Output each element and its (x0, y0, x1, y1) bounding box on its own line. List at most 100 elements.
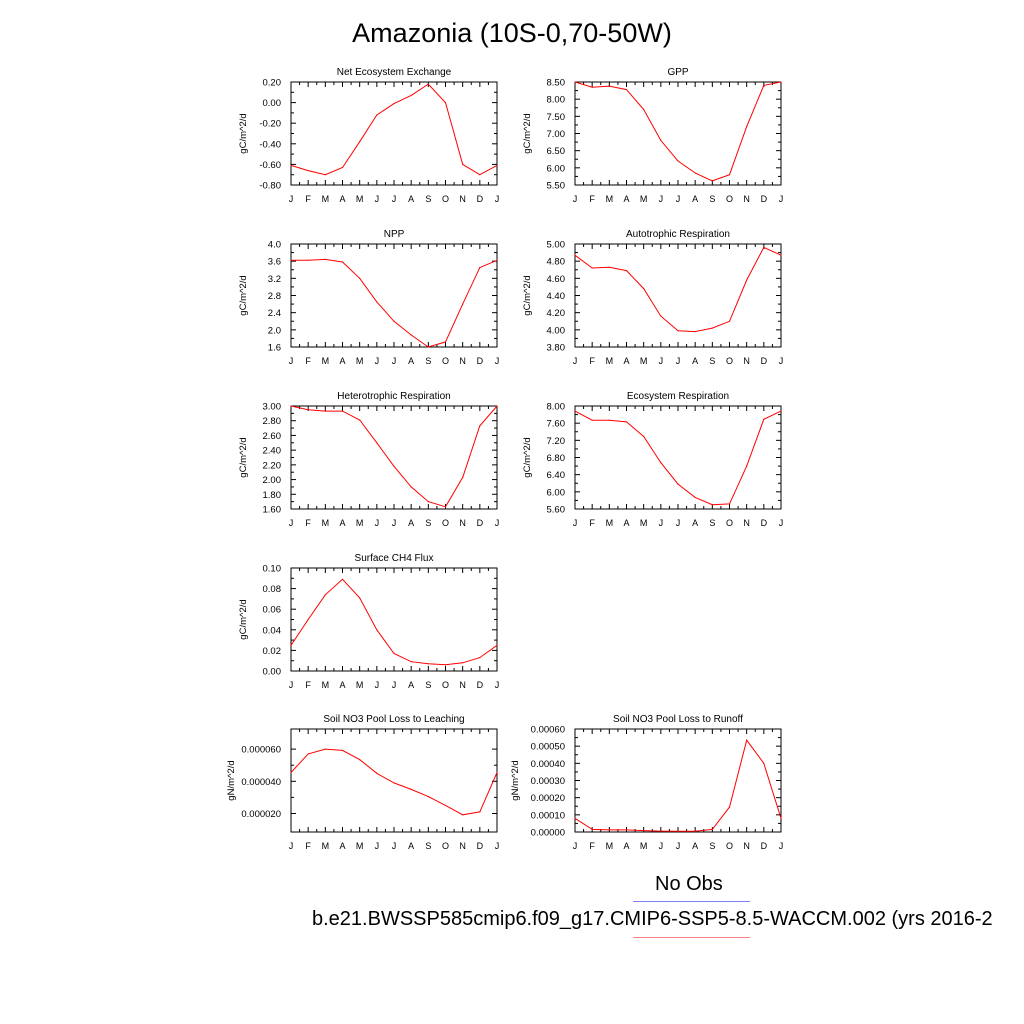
data-point (427, 346, 429, 348)
data-point (711, 327, 713, 329)
y-tick-label: 0.00020 (531, 793, 565, 804)
y-tick-label: 2.8 (268, 291, 281, 302)
x-tick-label: F (305, 194, 311, 204)
x-tick-label: A (339, 841, 345, 851)
data-point (728, 320, 731, 322)
data-point (307, 753, 309, 755)
data-point (290, 644, 292, 646)
y-axis-label: gN/m^2/d (226, 760, 237, 800)
y-tick-label: 7.60 (547, 419, 566, 430)
data-point (660, 462, 662, 464)
panel-title: Soil NO3 Pool Loss to Runoff (613, 714, 743, 725)
x-tick-label: A (339, 356, 345, 366)
x-tick-label: F (589, 518, 595, 528)
data-point (359, 597, 361, 599)
data-point (307, 169, 309, 172)
x-tick-label: A (623, 841, 629, 851)
data-point (780, 410, 782, 412)
legend-obs-label: No Obs (655, 873, 723, 895)
y-tick-label: 5.00 (547, 240, 566, 251)
x-tick-label: M (356, 356, 364, 366)
y-axis-label: gC/m^2/d (522, 437, 533, 477)
x-tick-label: J (375, 194, 380, 204)
data-point (643, 108, 645, 111)
data-point (444, 506, 447, 508)
x-tick-label: D (477, 518, 484, 528)
y-tick-label: -0.80 (259, 181, 281, 192)
x-tick-label: A (692, 356, 698, 366)
x-tick-label: J (573, 518, 578, 528)
data-point (574, 254, 576, 256)
series-line (290, 578, 498, 666)
x-tick-label: M (606, 194, 614, 204)
y-tick-label: -0.20 (259, 119, 281, 130)
x-tick-label: M (356, 680, 364, 690)
y-axis-label: gC/m^2/d (522, 275, 533, 315)
data-point (496, 644, 498, 646)
data-point (444, 341, 447, 343)
x-tick-label: J (289, 841, 294, 851)
x-tick-label: O (442, 518, 449, 528)
data-point (625, 829, 628, 831)
y-tick-label: 4.00 (547, 325, 566, 336)
panel-title: Surface CH4 Flux (355, 553, 434, 564)
data-point (591, 267, 593, 269)
series-line (574, 246, 782, 333)
x-tick-label: J (779, 194, 784, 204)
data-point (359, 758, 361, 761)
data-point (694, 172, 696, 174)
data-point (427, 83, 429, 85)
data-point (376, 772, 378, 774)
x-tick-label: N (459, 518, 466, 528)
data-point (341, 166, 344, 169)
x-tick-label: S (425, 680, 431, 690)
y-tick-label: 0.000060 (241, 745, 281, 756)
y-tick-label: 2.40 (263, 446, 282, 457)
y-axis-label: gC/m^2/d (522, 113, 533, 153)
data-point (410, 334, 412, 336)
x-tick-label: M (356, 194, 364, 204)
x-tick-label: M (606, 518, 614, 528)
panel-title: Autotrophic Respiration (626, 229, 730, 240)
x-tick-label: F (305, 356, 311, 366)
x-tick-label: O (442, 194, 449, 204)
x-tick-label: M (606, 841, 614, 851)
x-tick-label: J (676, 194, 681, 204)
x-tick-label: D (477, 841, 484, 851)
data-point (496, 771, 498, 774)
plot-frame (574, 243, 782, 348)
x-tick-label: J (659, 194, 664, 204)
data-point (462, 303, 464, 305)
x-tick-label: D (761, 518, 768, 528)
x-tick-label: A (408, 518, 414, 528)
y-tick-label: 0.000040 (241, 777, 281, 788)
x-tick-label: A (339, 680, 345, 690)
plot-frame (290, 567, 498, 672)
x-tick-label: M (322, 518, 330, 528)
x-tick-label: A (692, 841, 698, 851)
x-tick-label: J (676, 518, 681, 528)
data-point (608, 266, 610, 268)
y-tick-label: 0.04 (263, 625, 282, 636)
panel-title: Ecosystem Respiration (627, 391, 729, 402)
data-point (496, 164, 498, 167)
legend-model-label: b.e21.BWSSP585cmip6.f09_g17.CMIP6-SSP5-8… (312, 908, 993, 930)
y-tick-label: 0.00050 (531, 742, 565, 753)
x-tick-label: N (459, 194, 466, 204)
y-tick-label: 0.02 (263, 646, 282, 657)
data-point (393, 465, 395, 467)
x-tick-label: J (495, 194, 500, 204)
x-tick-label: D (477, 356, 484, 366)
data-point (410, 94, 412, 96)
x-tick-label: J (495, 841, 500, 851)
x-tick-label: J (289, 194, 294, 204)
data-point (410, 788, 412, 790)
x-tick-label: J (289, 518, 294, 528)
data-point (427, 795, 429, 798)
y-tick-label: -0.60 (259, 160, 281, 171)
data-point (341, 749, 344, 752)
data-point (711, 180, 713, 182)
page-title: Amazonia (10S-0,70-50W) (352, 18, 672, 48)
x-tick-label: J (676, 841, 681, 851)
x-tick-label: J (392, 194, 397, 204)
